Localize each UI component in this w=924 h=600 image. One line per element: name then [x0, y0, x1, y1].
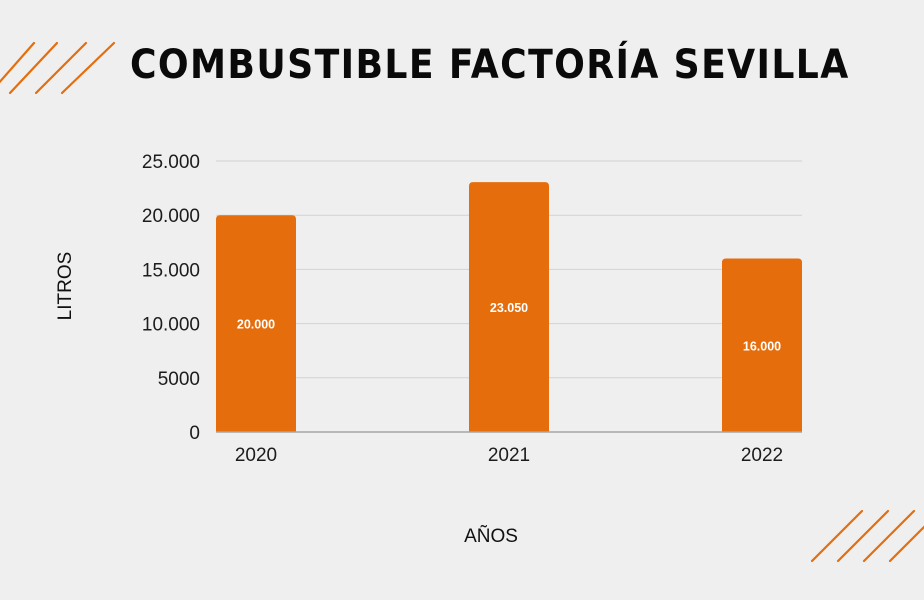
y-tick-label: 0	[189, 423, 200, 444]
y-tick-label: 10.000	[142, 315, 200, 336]
x-tick-label: 2020	[235, 445, 277, 466]
y-tick-label: 25.000	[142, 152, 200, 173]
x-axis-title: AÑOS	[464, 525, 518, 547]
y-axis-title: LITROS	[55, 252, 76, 321]
bar-value-label: 16.000	[743, 339, 781, 353]
x-tick-label: 2022	[741, 445, 783, 466]
y-tick-label: 20.000	[142, 206, 200, 227]
bar-value-label: 23.050	[490, 301, 528, 315]
bar-2020	[216, 215, 296, 432]
y-tick-label: 15.000	[142, 260, 200, 281]
bar-2022	[722, 258, 802, 432]
x-tick-label: 2021	[488, 445, 530, 466]
bar-value-label: 20.000	[237, 318, 275, 332]
decorative-stripes-bottom-right	[810, 509, 924, 563]
bar-2021	[469, 182, 549, 432]
decorative-stripes-top-left	[0, 41, 116, 95]
chart-title: COMBUSTIBLE FACTORÍA SEVILLA	[130, 42, 850, 88]
y-tick-label: 5000	[158, 369, 200, 390]
